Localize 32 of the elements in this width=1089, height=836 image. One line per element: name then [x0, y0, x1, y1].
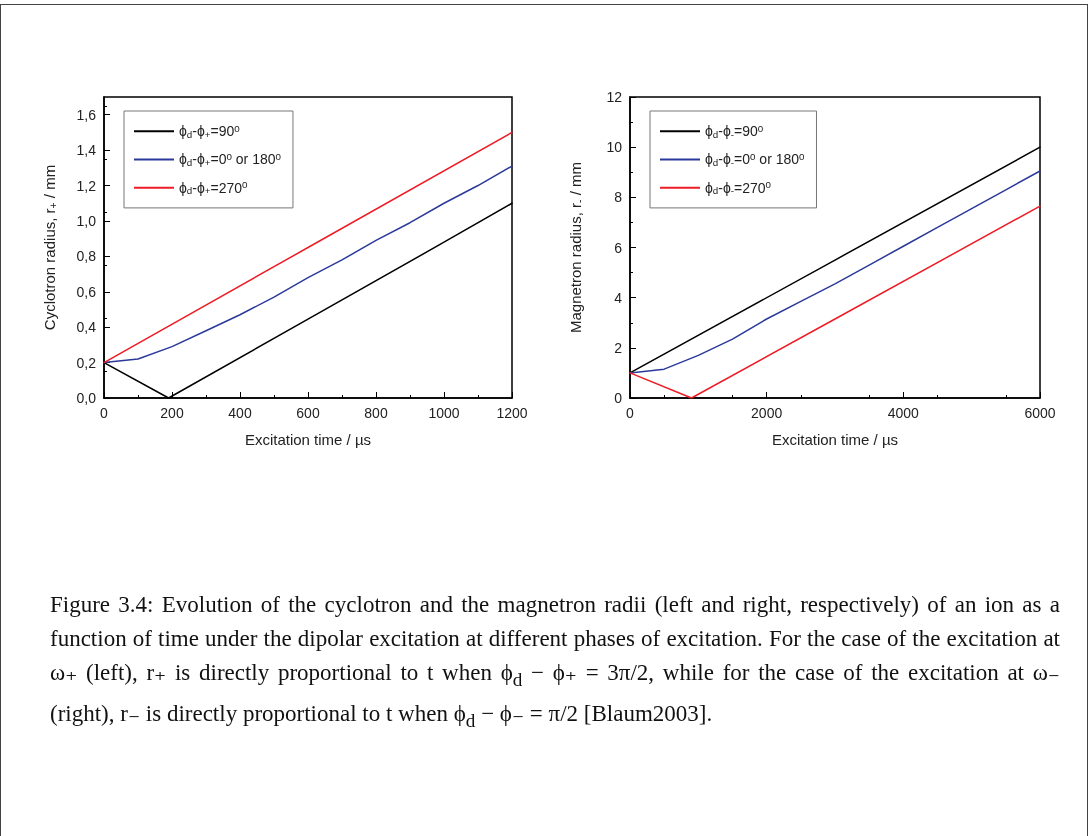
- y-tick-label: 12: [606, 89, 623, 105]
- y-tick-label: 0,4: [76, 319, 97, 336]
- x-tick-label: 1000: [428, 405, 460, 421]
- y-tick-label: 6: [614, 239, 623, 256]
- y-tick-label: 8: [614, 189, 623, 206]
- y-axis-title: Magnetron radius, r- / mm: [566, 161, 585, 334]
- x-tick-label: 600: [296, 405, 320, 421]
- x-tick-label: 6000: [1024, 405, 1056, 421]
- x-tick-label: 400: [228, 405, 252, 421]
- y-tick-label: 1,4: [76, 142, 97, 159]
- x-tick-label: 200: [160, 405, 184, 421]
- y-tick-label: 10: [606, 139, 623, 156]
- x-tick-label: 4000: [887, 405, 920, 421]
- y-tick-label: 1,2: [76, 177, 97, 194]
- y-tick-label: 0,0: [76, 390, 97, 406]
- x-tick-label: 0: [100, 405, 109, 421]
- x-tick-label: 0: [626, 405, 635, 421]
- x-tick-label: 2000: [751, 405, 783, 421]
- y-tick-label: 2: [614, 339, 623, 356]
- y-tick-label: 0,8: [76, 248, 97, 265]
- y-tick-label: 0,6: [76, 283, 97, 300]
- y-axis-title: Cyclotron radius, r+ / mm: [40, 164, 59, 331]
- x-axis-title: Excitation time / µs: [771, 431, 899, 448]
- x-axis-title: Excitation time / µs: [244, 431, 372, 448]
- x-tick-label: 1200: [496, 405, 528, 421]
- x-tick-label: 800: [364, 405, 388, 421]
- y-tick-label: 1,0: [76, 212, 97, 229]
- y-tick-label: 4: [614, 289, 623, 306]
- y-tick-label: 0: [614, 390, 623, 406]
- y-tick-label: 0,2: [76, 354, 97, 371]
- text: Figure 3.4: Evolution of the cyclotron and the magnetron radii (left and right, respectively) of an ion as a function of time under the dipolar excitation at different phases of excitation. For the case of the excitation at ω₊ (left), r₊ is directly proportional to t when ϕ$_{d}$ − ϕ₊ = 3π/2, while for the case of the excitation at ω₋ (right), r₋ is directly proportional to t when ϕ$_{d}$ − ϕ₋ = π/2 [Blaum2003].: [50, 592, 1060, 731]
- y-tick-label: 1,6: [76, 106, 97, 123]
